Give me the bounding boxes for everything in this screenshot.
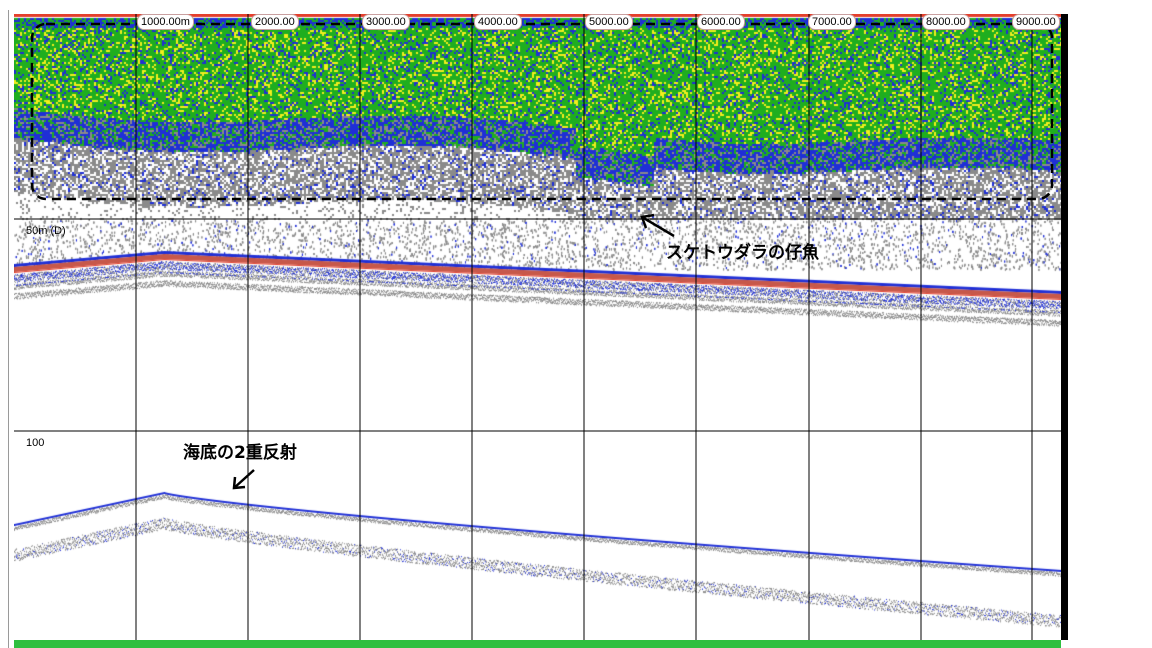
distance-marker-1000: 1000.00m: [137, 14, 194, 30]
distance-marker-5000: 5000.00: [585, 14, 633, 30]
distance-marker-8000: 8000.00: [922, 14, 970, 30]
distance-marker-2000: 2000.00: [251, 14, 299, 30]
distance-marker-6000: 6000.00: [697, 14, 745, 30]
distance-marker-9000: 9000.00: [1012, 14, 1060, 30]
echogram-right-edge-bar: [1061, 14, 1068, 640]
echogram-grid: [14, 14, 1061, 648]
distance-marker-4000: 4000.00: [474, 14, 522, 30]
echo-sounder-image: [14, 14, 1061, 648]
echogram-bottom-status-strip: [14, 640, 1061, 648]
double-echo-arrow: [232, 469, 255, 490]
depth-marker-100m: 100: [26, 437, 45, 449]
distance-marker-7000: 7000.00: [808, 14, 856, 30]
echogram-panel[interactable]: [14, 14, 1061, 648]
depth-marker-50m: 50m (D): [26, 225, 66, 237]
distance-marker-3000: 3000.00: [362, 14, 410, 30]
echogram-window-frame: [8, 10, 1071, 648]
fish-school-dashed-box: [30, 22, 1054, 201]
grid-lines: [14, 14, 1061, 648]
pollock-arrow: [640, 213, 675, 238]
pollock-larvae-label: スケトウダラの仔魚: [666, 243, 819, 263]
seabed-double-echo-label: 海底の2重反射: [183, 443, 297, 463]
